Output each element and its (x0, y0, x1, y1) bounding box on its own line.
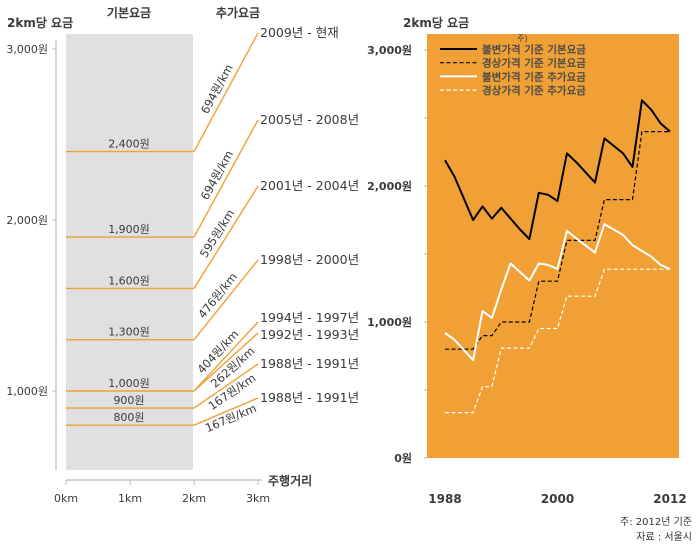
extra-fare-column-title: 추가요금 (216, 5, 260, 20)
footnote: 주: 2012년 기준 (620, 516, 692, 528)
source-note: 자료 : 서울시 (636, 531, 692, 543)
extra-fare-line (193, 321, 259, 392)
left-y-tick-label: 3,000원 (6, 43, 48, 56)
series-line-1 (444, 99, 671, 240)
left-y-tick-label: 2,000원 (6, 214, 48, 227)
base-fare-label: 1,600원 (108, 274, 150, 287)
extra-fare-line (193, 259, 259, 341)
series-line-2 (445, 131, 670, 350)
left-x-axis-title: 주행거리 (268, 473, 312, 488)
extra-fare-period-label: 1988년 - 1991년 (260, 390, 359, 405)
series-line-4 (445, 268, 670, 414)
right-y-tick-label: 2,000원 (367, 179, 412, 193)
legend-label: 경상가격 기준 추가요금 (482, 84, 586, 97)
base-fare-label: 900원 (113, 394, 144, 407)
left-x-tick-label: 3km (246, 492, 270, 505)
series-line-3 (444, 223, 671, 362)
right-x-tick-label: 2012 (653, 492, 686, 506)
base-fare-label: 1,900원 (108, 223, 150, 236)
extra-fare-line (193, 363, 259, 409)
extra-fare-period-label: 1998년 - 2000년 (260, 252, 359, 267)
right-x-tick-label: 1988 (428, 492, 461, 506)
base-fare-label: 2,400원 (108, 138, 150, 151)
right-y-tick-label: 1,000원 (367, 315, 412, 329)
left-y-axis-title: 2km당 요금 (7, 15, 73, 30)
extra-fare-period-label: 2005년 - 2008년 (260, 112, 359, 127)
right-y-axis-title: 2km당 요금 (403, 15, 469, 30)
base-fare-label: 1,300원 (108, 326, 150, 339)
plot-background (427, 34, 679, 458)
legend-label: 경상가격 기준 기본요금 (482, 57, 586, 70)
legend-label: 불변가격 기준 기본요금 (482, 43, 586, 56)
right-y-tick-label: 0원 (394, 451, 412, 465)
base-fare-label: 800원 (113, 411, 144, 424)
right-y-tick-label: 3,000원 (367, 43, 412, 57)
extra-fare-line (193, 397, 259, 426)
base-fare-label: 1,000원 (108, 377, 150, 390)
extra-fare-period-label: 2009년 - 현재 (260, 25, 339, 40)
extra-fare-rate-label: 476원/km (195, 270, 240, 321)
base-fare-column-title: 기본요금 (107, 5, 151, 20)
extra-fare-line (193, 32, 259, 152)
left-x-tick-label: 2km (182, 492, 206, 505)
left-x-tick-label: 0km (54, 492, 78, 505)
extra-fare-period-label: 2001년 - 2004년 (260, 178, 359, 193)
base-fare-area (66, 34, 193, 470)
legend-note-marker: 주) (517, 34, 527, 43)
extra-fare-period-label: 1992년 - 1993년 (260, 327, 359, 342)
right-x-tick-label: 2000 (541, 492, 574, 506)
extra-fare-line (193, 119, 259, 238)
extra-fare-period-label: 1994년 - 1997년 (260, 310, 359, 325)
extra-fare-line (193, 185, 259, 289)
extra-fare-period-label: 1988년 - 1991년 (260, 356, 359, 371)
legend-label: 불변가격 기준 추가요금 (482, 70, 586, 83)
extra-fare-line (193, 332, 259, 392)
left-x-tick-label: 1km (118, 492, 142, 505)
left-y-tick-label: 1,000원 (6, 385, 48, 398)
